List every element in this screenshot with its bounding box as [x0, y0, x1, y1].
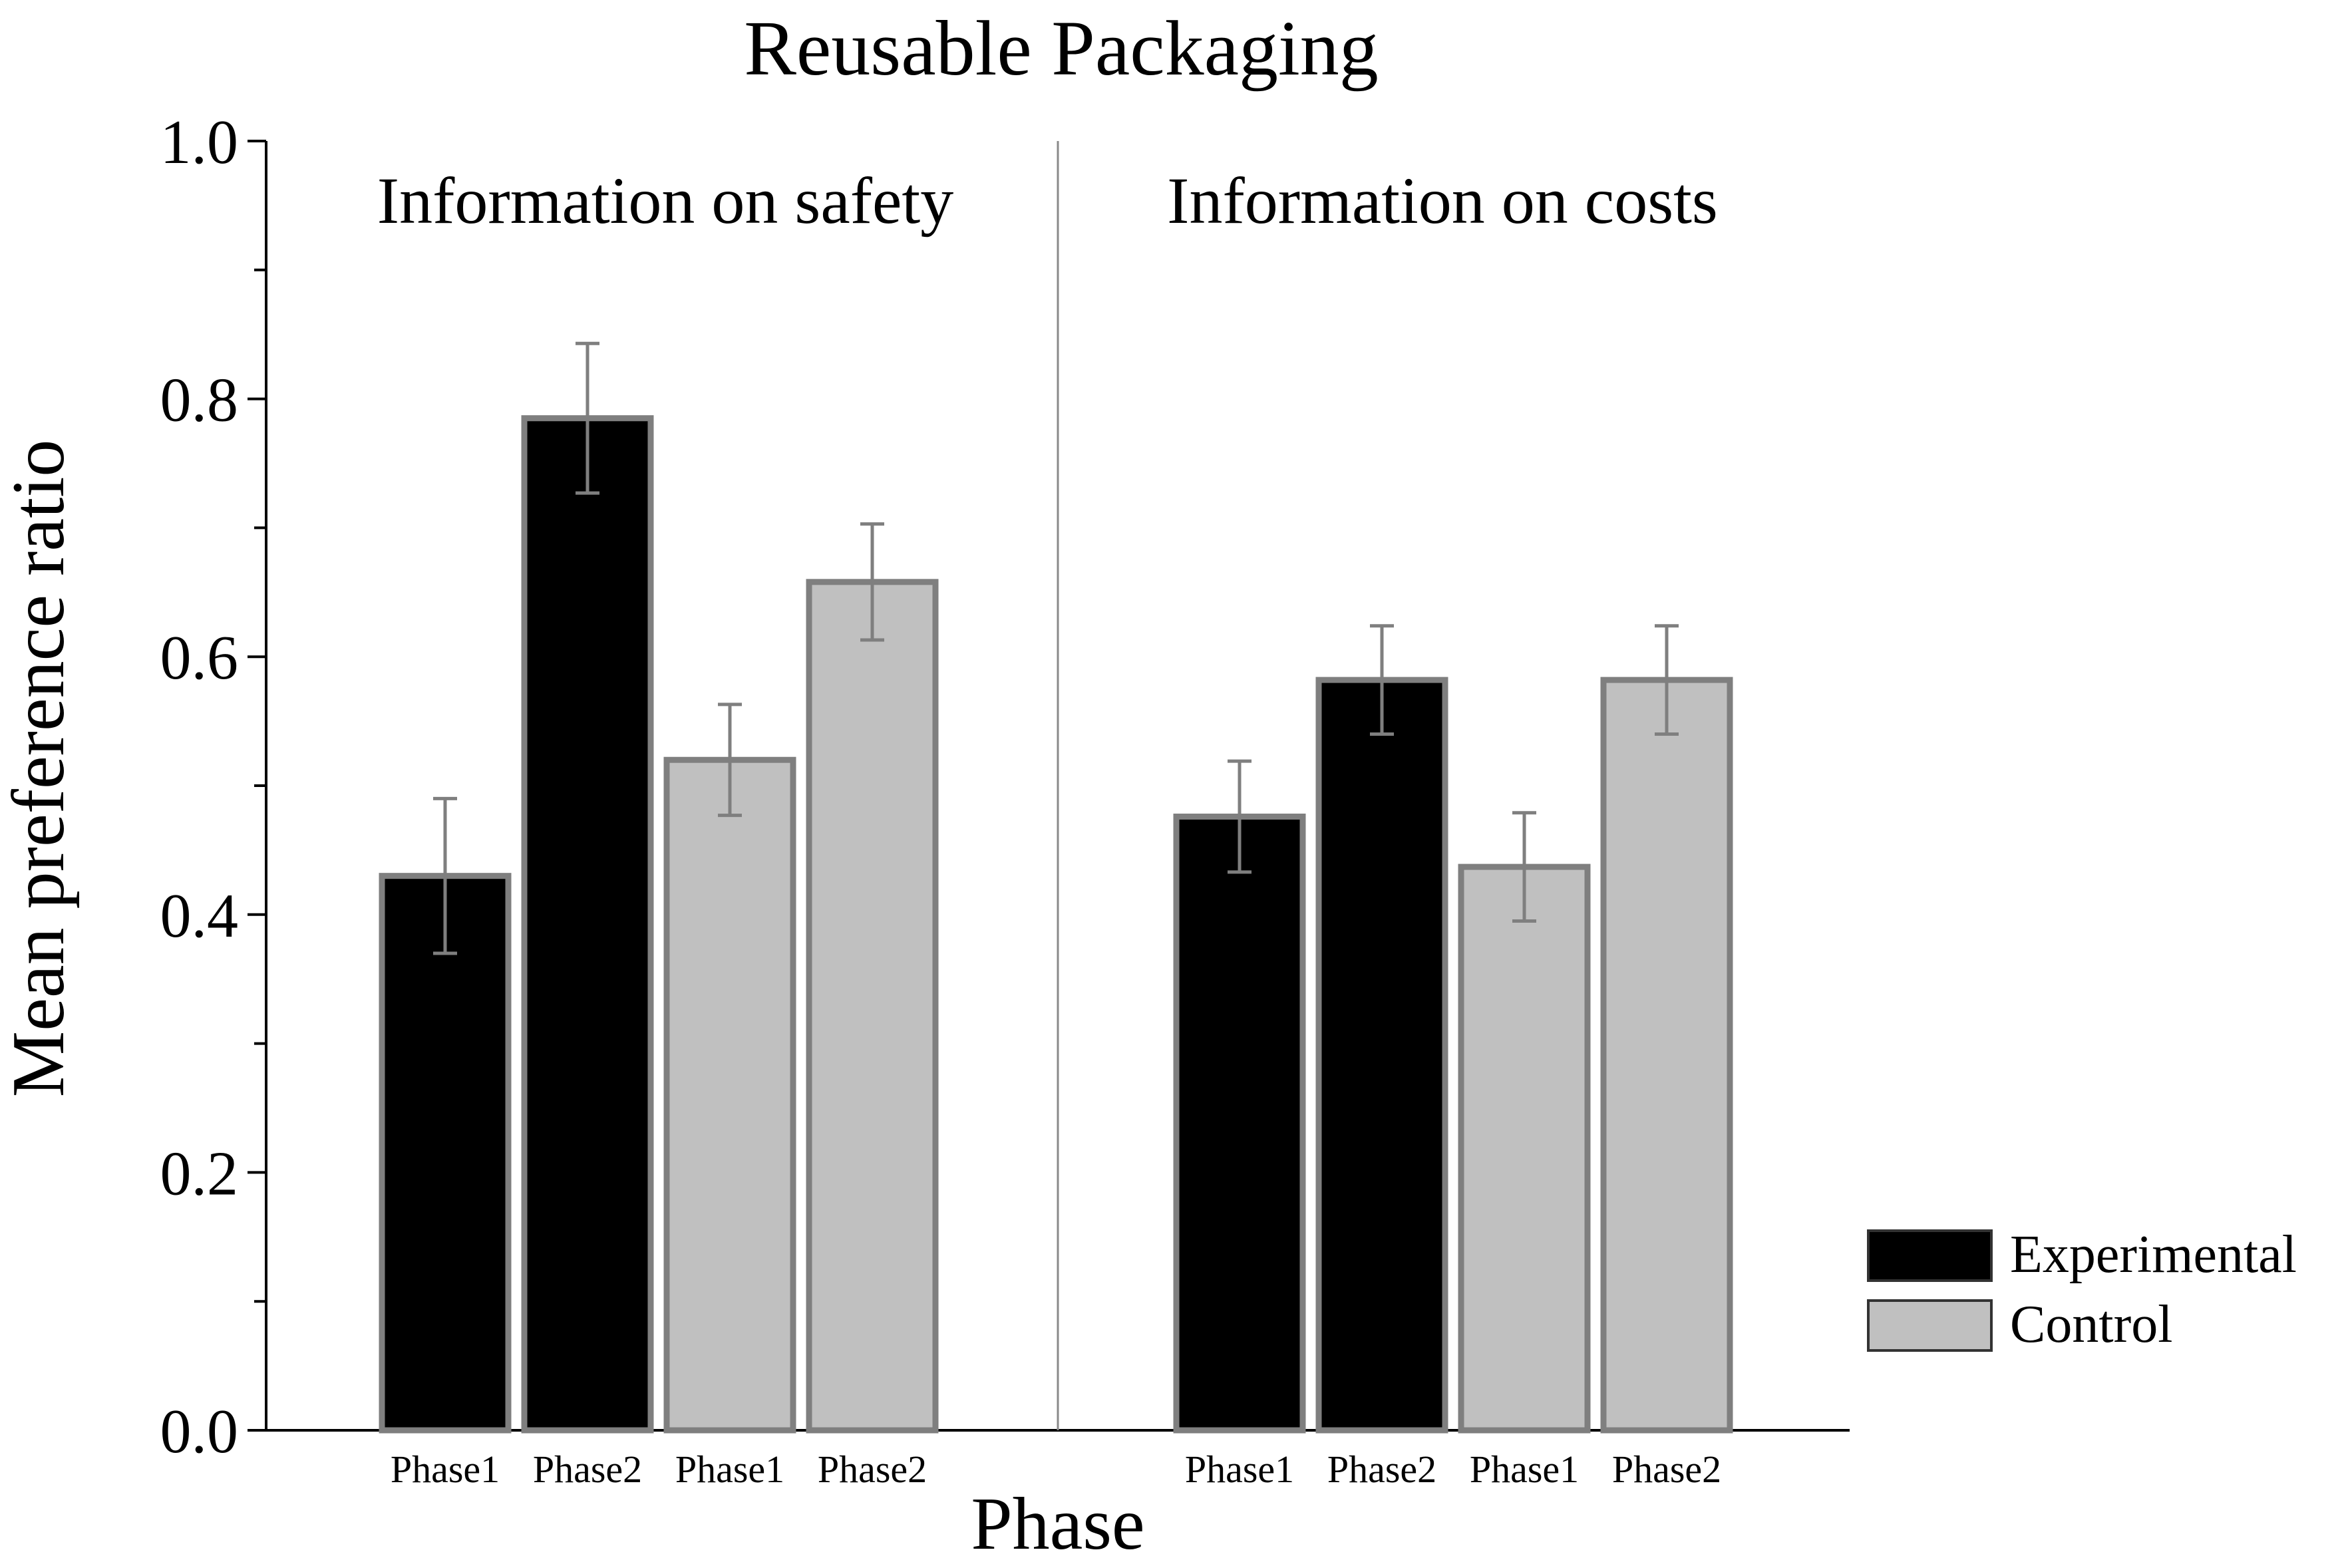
y-tick-label: 0.6 — [160, 623, 239, 693]
legend-swatch — [1867, 1299, 1993, 1352]
x-tick-label: Phase2 — [1612, 1448, 1721, 1491]
x-tick-label: Phase2 — [533, 1448, 642, 1491]
y-tick-label: 0.8 — [160, 366, 239, 435]
bars — [379, 341, 1733, 1434]
x-tick-label: Phase1 — [675, 1448, 784, 1491]
bar[interactable] — [1173, 814, 1306, 1434]
bar[interactable] — [1458, 863, 1591, 1434]
y-tick-label: 0.0 — [160, 1397, 239, 1466]
x-axis-title: Phase — [971, 1483, 1144, 1565]
x-tick-label: Phase2 — [818, 1448, 927, 1491]
x-tick-label: Phase1 — [1470, 1448, 1579, 1491]
labels: 0.0 0.2 0.4 0.6 0.8 1.0 Information on safety P… — [160, 108, 1722, 1491]
legend-label: Control — [2010, 1295, 2172, 1354]
group-label: Information on safety — [377, 164, 953, 237]
chart-title: Reusable Packaging — [744, 5, 1379, 92]
y-tick-label: 0.2 — [160, 1139, 239, 1208]
legend-label: Experimental — [2010, 1225, 2297, 1284]
bar[interactable] — [1600, 677, 1733, 1434]
group-label: Information on costs — [1167, 164, 1718, 237]
x-tick-label: Phase1 — [1185, 1448, 1294, 1491]
x-tick-label: Phase2 — [1327, 1448, 1436, 1491]
bar[interactable] — [521, 415, 654, 1434]
legend-swatch — [1867, 1229, 1993, 1282]
y-tick-label: 0.4 — [160, 881, 239, 951]
bar[interactable] — [806, 579, 939, 1434]
legend: Experimental Control — [1867, 1225, 2297, 1354]
bar[interactable] — [1315, 677, 1448, 1434]
y-axis-title: Mean preference ratio — [0, 440, 80, 1098]
x-tick-label: Phase1 — [391, 1448, 500, 1491]
y-tick-label: 1.0 — [160, 108, 239, 177]
bar[interactable] — [663, 756, 796, 1434]
bar[interactable] — [379, 873, 512, 1434]
